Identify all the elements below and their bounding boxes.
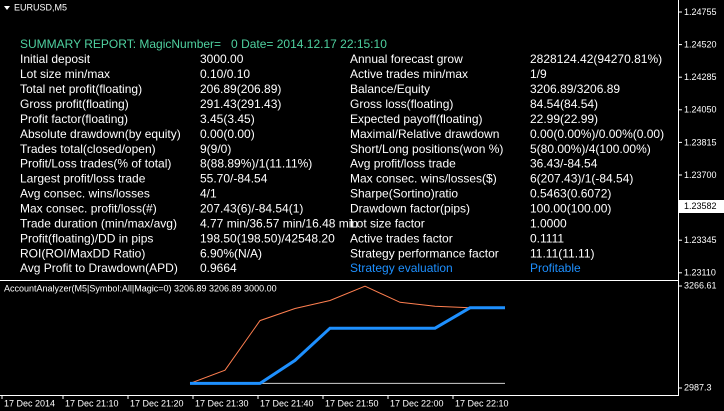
row-value: 1.0000	[530, 216, 567, 230]
row-value: 0.10/0.10	[200, 67, 250, 81]
row-value: 0.1111	[530, 231, 564, 245]
row-value: 22.99(22.99)	[530, 112, 598, 126]
report-header: SUMMARY REPORT: MagicNumber= 0 Date= 201…	[20, 37, 387, 51]
indicator-title: AccountAnalyzer(M5|Symbol:All|Magic=0) 3…	[4, 283, 277, 293]
row-value: 5(80.00%)/4(100.00%)	[530, 142, 651, 156]
price-label: 1.24050	[684, 105, 717, 115]
row-label: Avg Profit to Drawdown(APD)	[20, 261, 178, 275]
symbol-label: EURUSD,M5	[14, 2, 67, 12]
row-value: 3206.89/3206.89	[530, 82, 620, 96]
time-label: 17 Dec 2014	[4, 398, 55, 408]
row-value: 4/1	[200, 187, 217, 201]
time-label: 17 Dec 21:40	[260, 398, 314, 408]
row-value: 36.43/-84.54	[530, 157, 598, 171]
price-label: 1.23110	[684, 268, 716, 278]
row-label: Absolute drawdown(by equity)	[20, 127, 181, 141]
price-label: 1.23815	[684, 137, 717, 147]
price-label: 1.24520	[684, 39, 717, 49]
menu-triangle[interactable]	[4, 6, 10, 10]
row-value: 0.5463(0.6072)	[530, 187, 611, 201]
row-label: Balance/Equity	[350, 82, 430, 96]
row-label: Max consec. wins/losses($)	[350, 172, 497, 186]
time-label: 17 Dec 21:20	[130, 398, 184, 408]
row-label: Largest profit/loss trade	[20, 172, 146, 186]
indicator-label: 3266.61	[684, 280, 717, 290]
row-value: 291.43(291.43)	[200, 97, 281, 111]
row-label: Trade duration (min/max/avg)	[20, 216, 177, 230]
row-label: Profit factor(floating)	[20, 112, 128, 126]
row-value: 4.77 min/36.57 min/16.48 min	[200, 216, 358, 230]
indicator-line	[189, 285, 505, 384]
current-price-box	[679, 200, 724, 213]
row-value: 84.54(84.54)	[530, 97, 598, 111]
row-label: Avg consec. wins/losses	[20, 187, 150, 201]
row-label: Active trades min/max	[350, 67, 468, 81]
row-label: Active trades factor	[350, 231, 453, 245]
price-label: 1.23700	[684, 170, 717, 180]
row-label: Strategy evaluation	[350, 261, 453, 275]
time-label: 17 Dec 21:50	[325, 398, 379, 408]
row-value: 55.70/-84.54	[200, 172, 268, 186]
time-label: 17 Dec 21:30	[195, 398, 249, 408]
row-label: Drawdown factor(pips)	[350, 201, 470, 215]
row-label: Profit(floating)/DD in pips	[20, 231, 153, 245]
row-label: Lot size min/max	[20, 67, 110, 81]
row-label: Initial deposit	[20, 52, 91, 66]
row-label: Sharpe(Sortino)ratio	[350, 187, 458, 201]
time-label: 17 Dec 22:10	[455, 398, 509, 408]
row-label: Expected payoff(floating)	[350, 112, 483, 126]
row-value: 9(9/0)	[200, 142, 231, 156]
price-label: 1.24755	[684, 7, 717, 17]
row-value: 11.11(11.11)	[530, 246, 595, 260]
time-label: 17 Dec 21:10	[65, 398, 119, 408]
row-value: 207.43(6)/-84.54(1)	[200, 201, 303, 215]
row-value: 0.00(0.00)	[200, 127, 255, 141]
row-value: 6.90%(N/A)	[200, 246, 262, 260]
row-value: 6(207.43)/1(-84.54)	[530, 172, 633, 186]
time-label: 17 Dec 22:00	[390, 398, 444, 408]
row-label: Gross loss(floating)	[350, 97, 453, 111]
row-value: 100.00(100.00)	[530, 201, 611, 215]
row-label: Trades total(closed/open)	[20, 142, 156, 156]
price-label: 1.24285	[684, 72, 717, 82]
row-label: Annual forecast grow	[350, 52, 463, 66]
row-value: 3.45(3.45)	[200, 112, 255, 126]
row-value: 198.50(198.50)/42548.20	[200, 231, 335, 245]
row-label: ROI(ROI/MaxDD Ratio)	[20, 246, 145, 260]
row-label: Gross profit(floating)	[20, 97, 129, 111]
row-label: Strategy performance factor	[350, 246, 499, 260]
row-value: 0.00(0.00%)/0.00%(0.00)	[530, 127, 664, 141]
row-value: 3000.00	[200, 52, 244, 66]
row-label: Profit/Loss trades(% of total)	[20, 157, 171, 171]
row-label: Short/Long positions(won %)	[350, 142, 503, 156]
row-value: Profitable	[530, 261, 581, 275]
row-value: 8(88.89%)/1(11.11%)	[200, 157, 312, 171]
row-label: Maximal/Relative drawdown	[350, 127, 499, 141]
row-value: 2828124.42(94270.81%)	[530, 52, 662, 66]
row-value: 206.89(206.89)	[200, 82, 281, 96]
row-label: Total net profit(floating)	[20, 82, 142, 96]
row-label: Lot size factor	[350, 216, 425, 230]
current-price: 1.23582	[684, 201, 717, 211]
indicator-label: 2987.3	[684, 382, 712, 392]
row-label: Avg profit/loss trade	[350, 157, 456, 171]
row-label: Max consec. profit/loss(#)	[20, 201, 157, 215]
indicator-line	[190, 306, 505, 385]
row-value: 0.9664	[200, 261, 237, 275]
price-label: 1.23345	[684, 235, 717, 245]
row-value: 1/9	[530, 67, 547, 81]
